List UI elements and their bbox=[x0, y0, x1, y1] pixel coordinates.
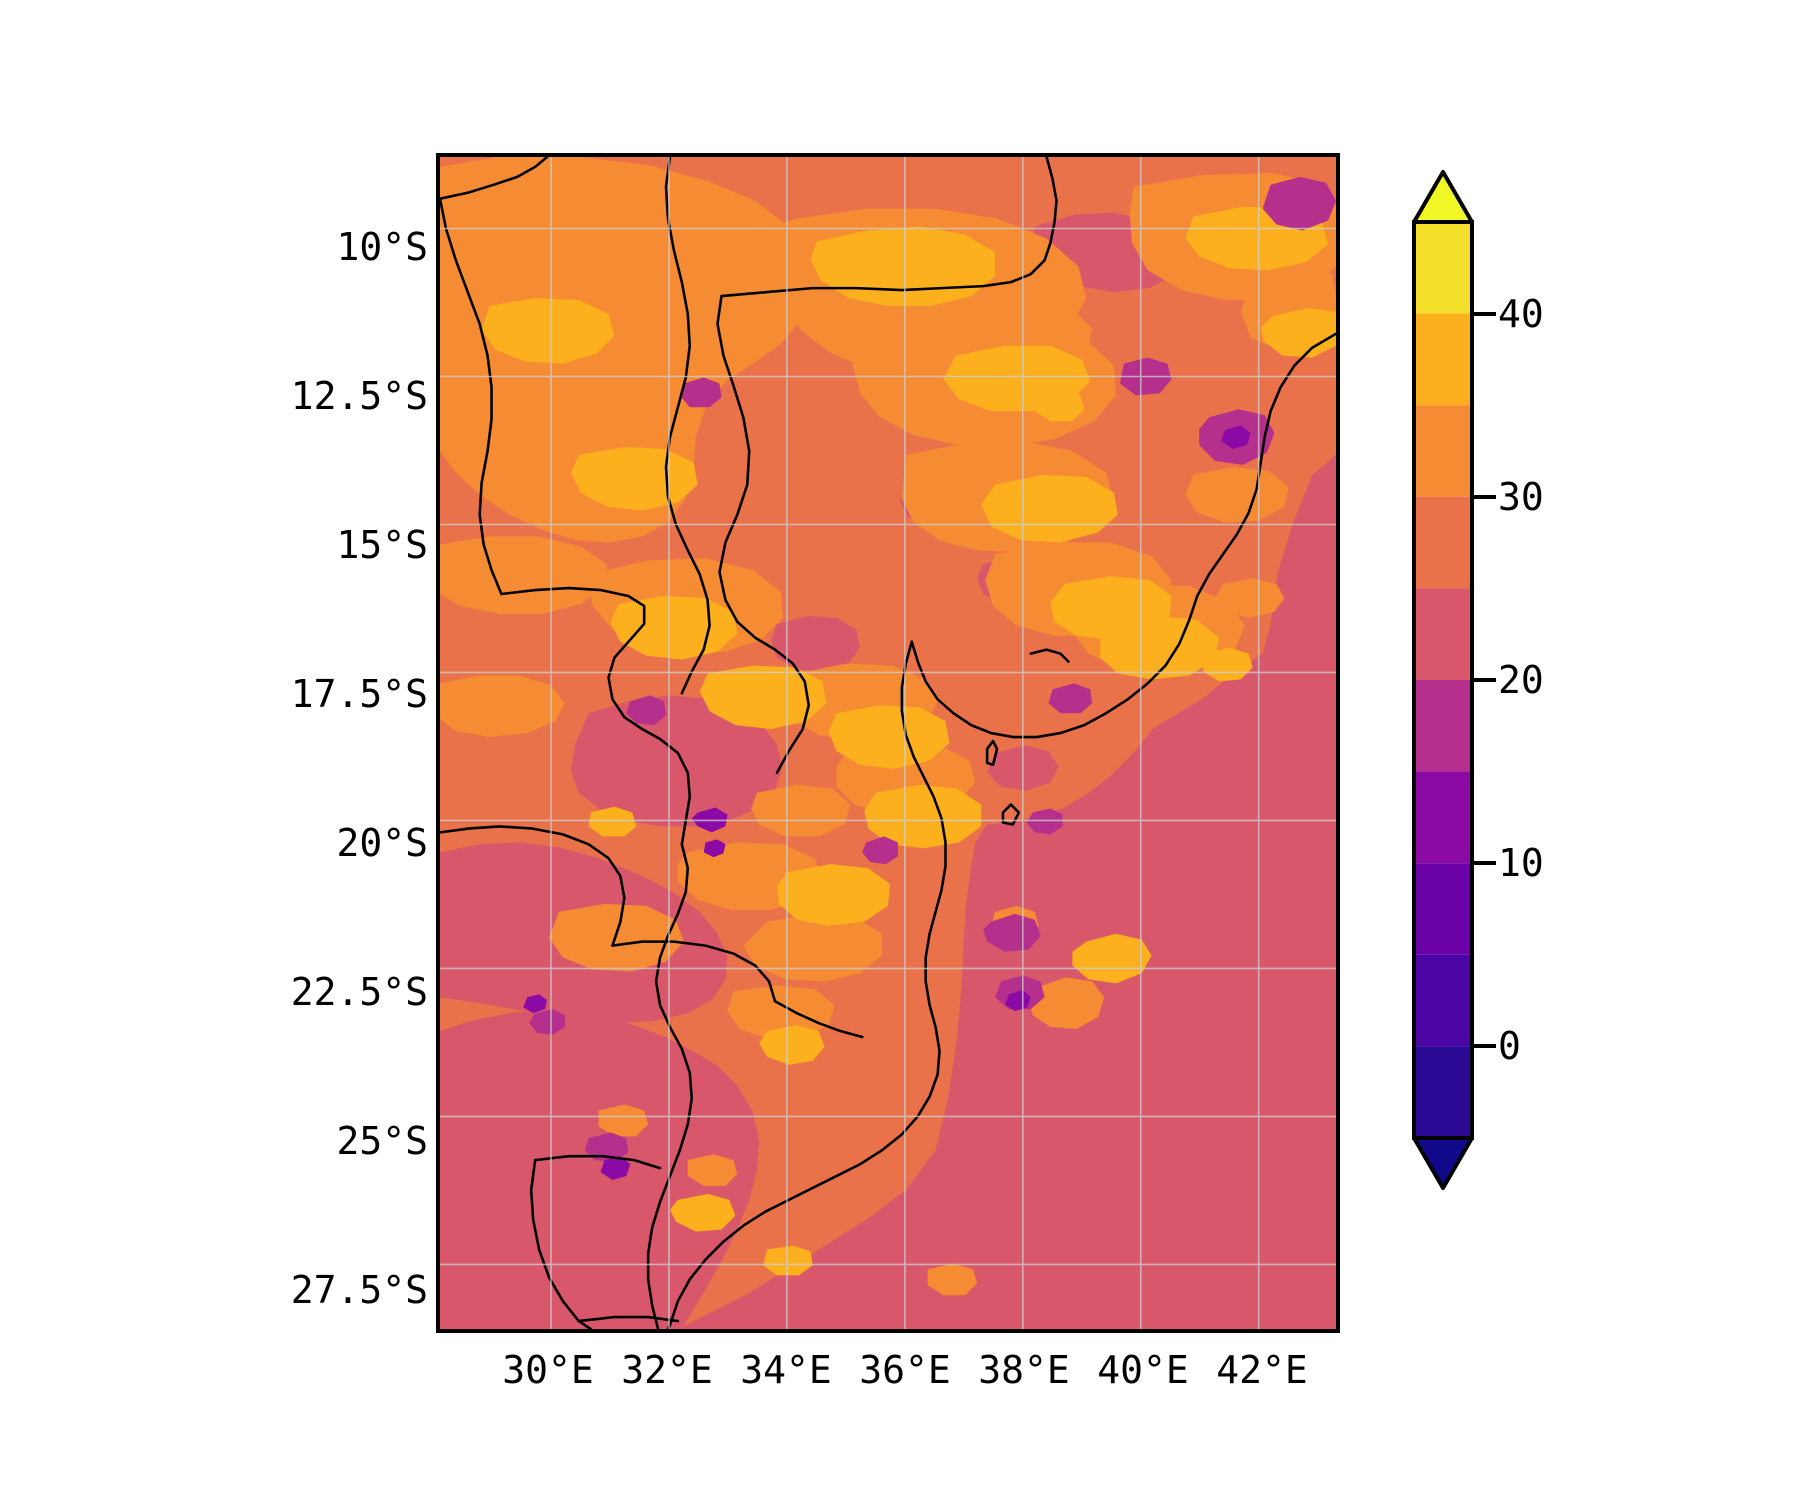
ytick-label-5: 22.5°S bbox=[290, 970, 428, 1014]
colorbar-tick-mark-30 bbox=[1474, 494, 1496, 499]
colorbar-tick-mark-40 bbox=[1474, 311, 1496, 316]
colorbar-band-5-10 bbox=[1414, 863, 1472, 955]
map-gridlines bbox=[440, 157, 1336, 1329]
colorbar-tick-mark-20 bbox=[1474, 678, 1496, 682]
contour-band-10-15 bbox=[523, 425, 1251, 1181]
map-borders bbox=[440, 157, 1336, 1329]
xtick-label-4: 38°E bbox=[978, 1348, 1070, 1392]
colorbar-band-0-5 bbox=[1414, 954, 1472, 1047]
ytick-label-3: 17.5°S bbox=[290, 672, 428, 716]
xtick-label-2: 34°E bbox=[740, 1348, 832, 1392]
colorbar-tick-mark-10 bbox=[1474, 861, 1496, 866]
colorbar-band-20-25 bbox=[1414, 588, 1472, 680]
xtick-label-3: 36°E bbox=[859, 1348, 951, 1392]
colorbar-tick-label-10: 10 bbox=[1498, 841, 1544, 886]
colorbar-gradient bbox=[1412, 170, 1474, 1190]
colorbar-extend-bottom bbox=[1412, 1136, 1474, 1190]
colorbar-band-25-30 bbox=[1414, 496, 1472, 589]
colorbar-band-30-35 bbox=[1414, 405, 1472, 497]
colorbar-tick-label-40: 40 bbox=[1498, 291, 1544, 336]
colorbar-band-10-15 bbox=[1414, 771, 1472, 864]
colorbar-extend-top bbox=[1412, 170, 1474, 224]
xtick-label-0: 30°E bbox=[502, 1348, 594, 1392]
xtick-label-6: 42°E bbox=[1216, 1348, 1308, 1392]
temperature-contour-map bbox=[440, 157, 1336, 1329]
colorbar-tick-label-30: 30 bbox=[1498, 474, 1544, 519]
colorbar: 40 30 20 10 0 bbox=[1412, 170, 1544, 1190]
contour-band-35-40 bbox=[481, 206, 1336, 1276]
ytick-label-4: 20°S bbox=[336, 821, 428, 865]
colorbar-tick-label-0: 0 bbox=[1498, 1024, 1521, 1069]
colorbar-band-40-45 bbox=[1414, 222, 1472, 314]
ytick-label-7: 27.5°S bbox=[290, 1268, 428, 1312]
colorbar-tick-mark-0 bbox=[1474, 1044, 1496, 1049]
ytick-label-1: 12.5°S bbox=[290, 374, 428, 418]
map-plot-area bbox=[436, 153, 1340, 1333]
ytick-label-6: 25°S bbox=[336, 1119, 428, 1163]
xtick-label-1: 32°E bbox=[621, 1348, 713, 1392]
contour-band-15-20 bbox=[529, 176, 1336, 1163]
colorbar-tick-label-20: 20 bbox=[1498, 658, 1544, 702]
ytick-label-0: 10°S bbox=[336, 225, 428, 269]
xtick-label-5: 40°E bbox=[1097, 1348, 1189, 1392]
colorbar-bands bbox=[1414, 222, 1472, 1138]
colorbar-band-35-40 bbox=[1414, 313, 1472, 406]
colorbar-band-15-20 bbox=[1414, 680, 1472, 772]
colorbar-band-neg5-0 bbox=[1414, 1046, 1472, 1138]
ytick-label-2: 15°S bbox=[336, 523, 428, 567]
